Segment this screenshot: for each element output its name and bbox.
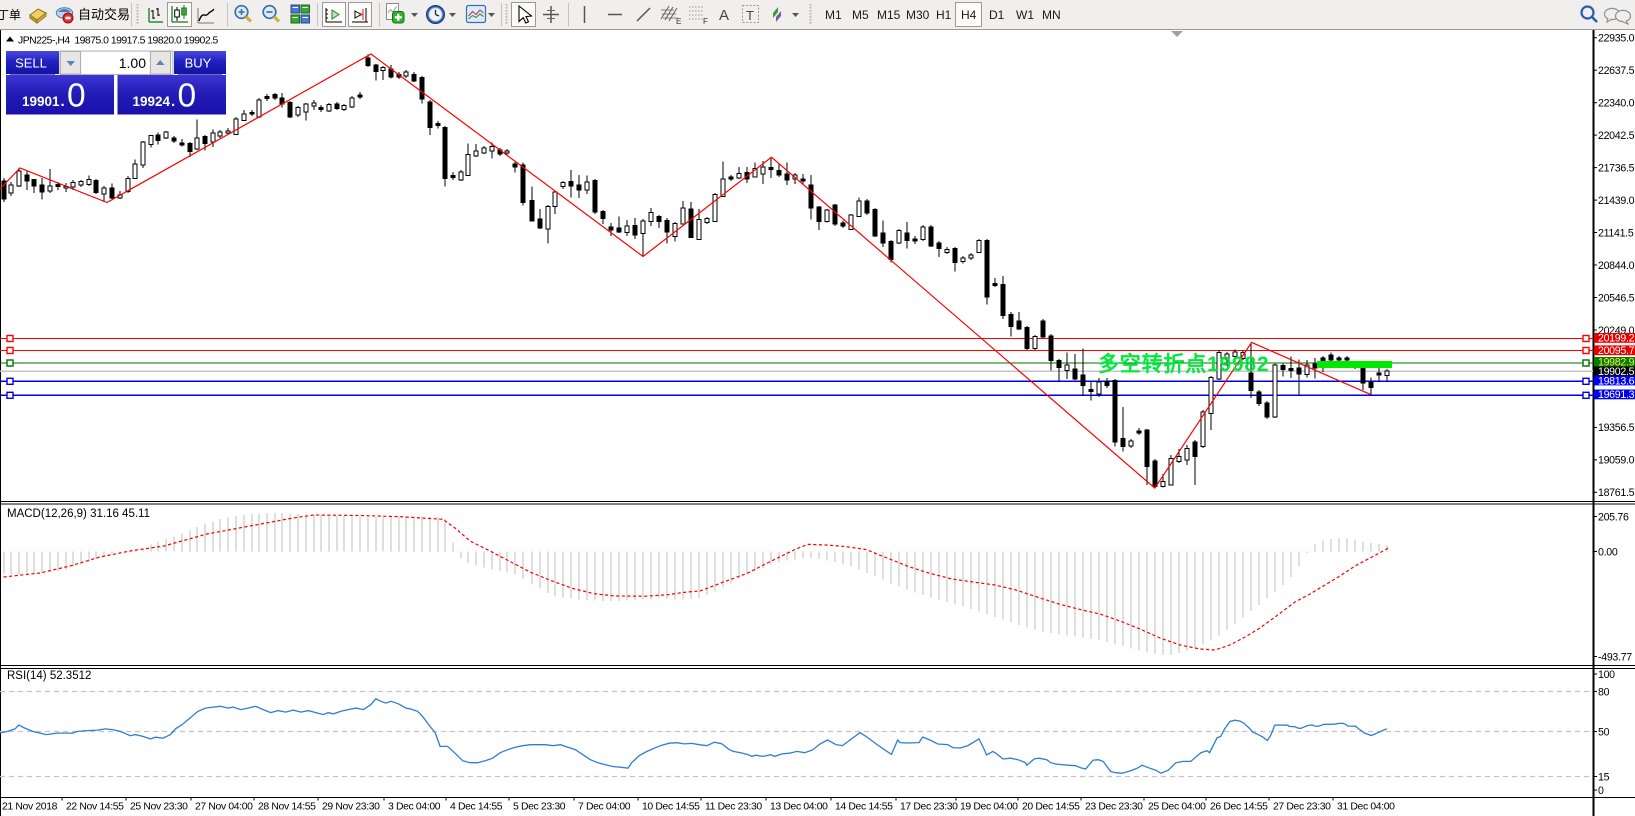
svg-text:100: 100 bbox=[1598, 669, 1615, 681]
svg-text:MN: MN bbox=[1042, 8, 1061, 22]
svg-text:丁单: 丁单 bbox=[0, 8, 21, 22]
svg-text:14 Dec 14:55: 14 Dec 14:55 bbox=[835, 802, 893, 813]
svg-text:-493.77: -493.77 bbox=[1598, 651, 1632, 663]
svg-text:3 Dec 04:00: 3 Dec 04:00 bbox=[388, 802, 441, 813]
svg-text:自动交易: 自动交易 bbox=[78, 7, 130, 22]
svg-text:205.76: 205.76 bbox=[1598, 511, 1629, 523]
svg-text:H1: H1 bbox=[936, 8, 952, 22]
svg-text:21439.0: 21439.0 bbox=[1598, 195, 1635, 207]
svg-text:31 Dec 04:00: 31 Dec 04:00 bbox=[1337, 802, 1395, 813]
svg-text:19813.6: 19813.6 bbox=[1598, 375, 1635, 387]
svg-text:22042.5: 22042.5 bbox=[1598, 130, 1635, 142]
svg-text:0: 0 bbox=[67, 78, 86, 115]
svg-text:29 Nov 23:30: 29 Nov 23:30 bbox=[322, 802, 380, 813]
svg-text:20 Dec 14:55: 20 Dec 14:55 bbox=[1022, 802, 1080, 813]
svg-text:19 Dec 04:00: 19 Dec 04:00 bbox=[960, 802, 1018, 813]
svg-text:11 Dec 23:30: 11 Dec 23:30 bbox=[705, 802, 762, 813]
svg-text:15: 15 bbox=[1598, 771, 1610, 783]
svg-text:W1: W1 bbox=[1016, 8, 1034, 22]
svg-text:19982.9: 19982.9 bbox=[1598, 357, 1635, 369]
svg-text:4 Dec 14:55: 4 Dec 14:55 bbox=[450, 802, 503, 813]
svg-text:19356.5: 19356.5 bbox=[1598, 422, 1635, 434]
svg-text:19924: 19924 bbox=[133, 94, 171, 109]
svg-text:SELL: SELL bbox=[15, 56, 47, 71]
svg-text:19059.0: 19059.0 bbox=[1598, 455, 1635, 467]
svg-text:25 Nov 23:30: 25 Nov 23:30 bbox=[130, 802, 188, 813]
svg-text:0.00: 0.00 bbox=[1598, 546, 1618, 558]
svg-text:27 Dec 23:30: 27 Dec 23:30 bbox=[1273, 802, 1331, 813]
svg-text:22 Nov 14:55: 22 Nov 14:55 bbox=[66, 802, 124, 813]
svg-text:17 Dec 23:30: 17 Dec 23:30 bbox=[900, 802, 958, 813]
svg-text:19901: 19901 bbox=[22, 94, 60, 109]
svg-text:T: T bbox=[746, 8, 754, 23]
svg-text:M15: M15 bbox=[877, 8, 901, 22]
svg-text:M30: M30 bbox=[906, 8, 930, 22]
svg-text:F: F bbox=[703, 17, 708, 26]
svg-text:10 Dec 14:55: 10 Dec 14:55 bbox=[642, 802, 700, 813]
svg-text:19691.3: 19691.3 bbox=[1598, 389, 1635, 401]
svg-text:E: E bbox=[676, 17, 681, 26]
svg-text:RSI(14) 52.3512: RSI(14) 52.3512 bbox=[7, 670, 91, 682]
svg-text:BUY: BUY bbox=[185, 56, 212, 71]
svg-text:18761.5: 18761.5 bbox=[1598, 487, 1635, 499]
svg-text:20546.5: 20546.5 bbox=[1598, 292, 1635, 304]
svg-text:20095.7: 20095.7 bbox=[1598, 345, 1635, 357]
svg-text:M1: M1 bbox=[825, 8, 842, 22]
svg-text:26 Dec 14:55: 26 Dec 14:55 bbox=[1210, 802, 1268, 813]
svg-text:20844.0: 20844.0 bbox=[1598, 260, 1635, 272]
svg-text:28 Nov 14:55: 28 Nov 14:55 bbox=[258, 802, 316, 813]
svg-text:22935.0: 22935.0 bbox=[1598, 33, 1635, 45]
svg-text:22340.0: 22340.0 bbox=[1598, 98, 1635, 110]
svg-text:21141.5: 21141.5 bbox=[1598, 227, 1634, 239]
svg-text:21736.5: 21736.5 bbox=[1598, 162, 1635, 174]
svg-text:13 Dec 04:00: 13 Dec 04:00 bbox=[770, 802, 828, 813]
svg-text:21 Nov 2018: 21 Nov 2018 bbox=[2, 802, 58, 813]
svg-text:.: . bbox=[171, 93, 175, 110]
svg-text:MACD(12,26,9) 31.16 45.11: MACD(12,26,9) 31.16 45.11 bbox=[7, 508, 150, 520]
svg-text:M5: M5 bbox=[852, 8, 869, 22]
svg-text:0: 0 bbox=[178, 78, 197, 115]
svg-text:7 Dec 04:00: 7 Dec 04:00 bbox=[578, 802, 631, 813]
svg-text:JPN225-,H4 19875.0 19917.5 19: JPN225-,H4 19875.0 19917.5 19820.0 19902… bbox=[18, 36, 218, 47]
svg-text:23 Dec 23:30: 23 Dec 23:30 bbox=[1085, 802, 1143, 813]
svg-text:22637.5: 22637.5 bbox=[1598, 65, 1635, 77]
svg-text:19902.5: 19902.5 bbox=[1598, 366, 1635, 378]
svg-text:多空转折点19982: 多空转折点19982 bbox=[1098, 352, 1269, 376]
svg-text:5 Dec 23:30: 5 Dec 23:30 bbox=[513, 802, 566, 813]
svg-text:27 Nov 04:00: 27 Nov 04:00 bbox=[195, 802, 253, 813]
svg-text:D1: D1 bbox=[989, 8, 1005, 22]
svg-text:H4: H4 bbox=[961, 8, 977, 22]
svg-text:.: . bbox=[61, 93, 65, 110]
svg-text:0: 0 bbox=[1598, 785, 1604, 797]
svg-text:50: 50 bbox=[1598, 726, 1610, 738]
svg-text:1.00: 1.00 bbox=[119, 55, 146, 71]
svg-text:25 Dec 04:00: 25 Dec 04:00 bbox=[1148, 802, 1206, 813]
svg-text:A: A bbox=[719, 7, 729, 24]
svg-text:80: 80 bbox=[1598, 686, 1610, 698]
svg-text:20199.2: 20199.2 bbox=[1598, 333, 1635, 345]
